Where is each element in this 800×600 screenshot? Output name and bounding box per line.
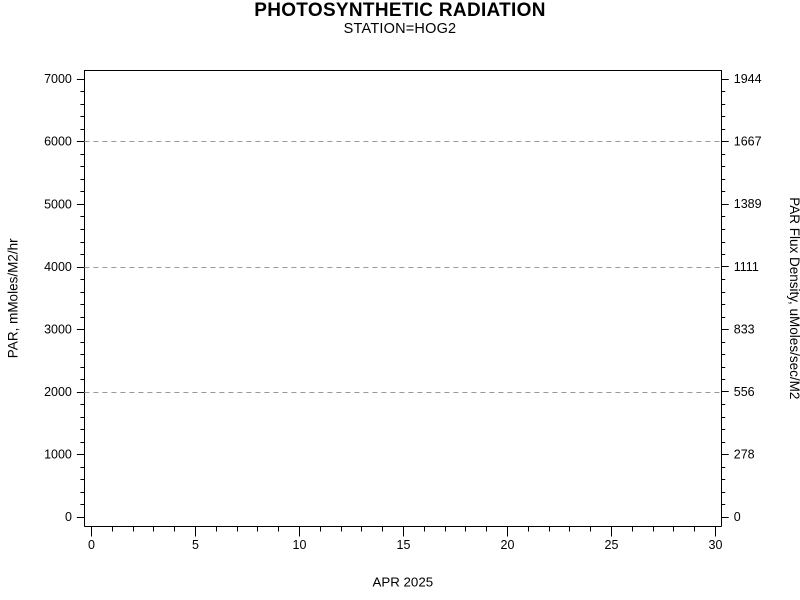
svg-text:6000: 6000 bbox=[44, 135, 72, 149]
svg-text:4000: 4000 bbox=[44, 260, 72, 274]
svg-text:20: 20 bbox=[501, 538, 515, 552]
svg-text:1944: 1944 bbox=[734, 72, 762, 86]
svg-text:1111: 1111 bbox=[734, 260, 759, 274]
svg-text:556: 556 bbox=[734, 385, 755, 399]
svg-text:5: 5 bbox=[192, 538, 199, 552]
svg-text:10: 10 bbox=[293, 538, 307, 552]
svg-text:25: 25 bbox=[605, 538, 619, 552]
svg-text:0: 0 bbox=[734, 510, 741, 524]
svg-text:0: 0 bbox=[65, 510, 72, 524]
svg-text:PAR, mMoles/M2/hr: PAR, mMoles/M2/hr bbox=[6, 238, 21, 358]
svg-text:APR 2025: APR 2025 bbox=[373, 575, 434, 590]
svg-text:0: 0 bbox=[88, 538, 95, 552]
svg-text:1667: 1667 bbox=[734, 135, 762, 149]
svg-text:1000: 1000 bbox=[44, 447, 72, 461]
svg-text:PAR Flux Density, uMoles/sec/M: PAR Flux Density, uMoles/sec/M2 bbox=[787, 197, 800, 399]
svg-text:1389: 1389 bbox=[734, 197, 762, 211]
svg-text:2000: 2000 bbox=[44, 385, 72, 399]
svg-text:833: 833 bbox=[734, 322, 755, 336]
svg-text:30: 30 bbox=[709, 538, 723, 552]
svg-text:5000: 5000 bbox=[44, 197, 72, 211]
svg-text:15: 15 bbox=[397, 538, 411, 552]
svg-text:278: 278 bbox=[734, 447, 755, 461]
svg-text:3000: 3000 bbox=[44, 322, 72, 336]
svg-text:7000: 7000 bbox=[44, 72, 72, 86]
